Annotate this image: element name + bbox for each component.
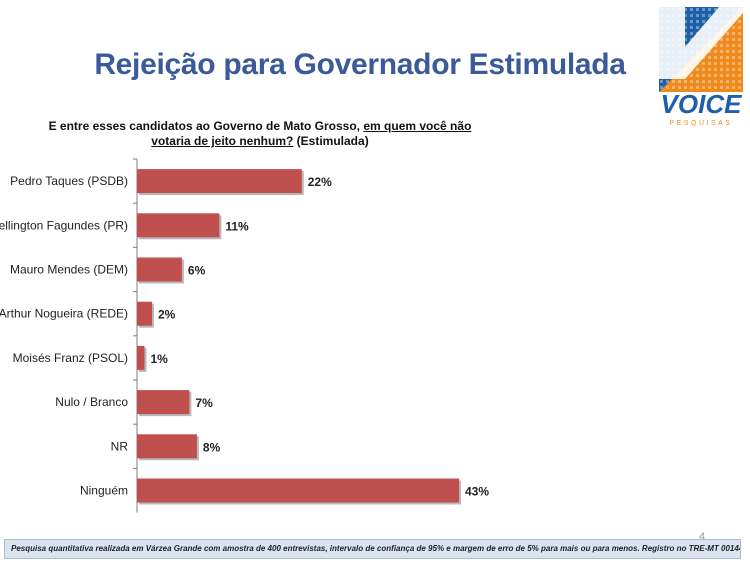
bar-shadow <box>139 480 461 505</box>
bar <box>137 301 152 326</box>
category-label: Mauro Mendes (DEM) <box>10 263 128 277</box>
bar-shadow <box>139 347 147 372</box>
data-label: 22% <box>308 175 332 189</box>
question-underlined: em quem você não votaria de jeito nenhum… <box>151 119 472 148</box>
bar <box>137 169 302 194</box>
category-label: Arthur Nogueira (REDE) <box>0 307 128 321</box>
data-label: 8% <box>203 440 221 454</box>
bar-shadow <box>139 215 222 240</box>
logo-subtext: PESQUISAS <box>670 120 733 127</box>
bar <box>137 478 459 503</box>
data-label: 11% <box>225 219 249 233</box>
category-label: Pedro Taques (PSDB) <box>10 174 128 188</box>
category-label: Ninguém <box>80 484 128 498</box>
bar <box>137 257 182 282</box>
survey-question: E entre esses candidatos ao Governo de M… <box>40 119 480 149</box>
bar-shadow <box>139 171 304 196</box>
data-label: 43% <box>465 485 489 499</box>
bar <box>137 434 197 459</box>
logo-text: VOICE <box>661 89 743 119</box>
bar-shadow <box>139 436 199 461</box>
category-label: Wellington Fagundes (PR) <box>0 218 128 232</box>
category-label: Moisés Franz (PSOL) <box>13 351 128 365</box>
data-label: 1% <box>150 352 168 366</box>
voice-logo: VOICE PESQUISAS <box>659 7 743 127</box>
data-label: 7% <box>195 396 213 410</box>
bar-shadow <box>139 303 154 328</box>
footer-note: Pesquisa quantitativa realizada em Várze… <box>4 539 741 559</box>
data-label: 6% <box>188 264 206 278</box>
bar <box>137 345 145 370</box>
category-label: NR <box>111 439 129 453</box>
page-number: 4 <box>699 531 706 543</box>
question-part1: E entre esses candidatos ao Governo de M… <box>48 119 361 133</box>
question-part2: (Estimulada) <box>296 134 369 148</box>
slide-title: Rejeição para Governador Estimulada <box>94 48 626 81</box>
bar-shadow <box>139 259 184 284</box>
category-label: Nulo / Branco <box>55 395 128 409</box>
data-label: 2% <box>158 308 176 322</box>
bar-shadow <box>139 392 192 417</box>
bar <box>137 390 190 415</box>
bar <box>137 213 220 238</box>
